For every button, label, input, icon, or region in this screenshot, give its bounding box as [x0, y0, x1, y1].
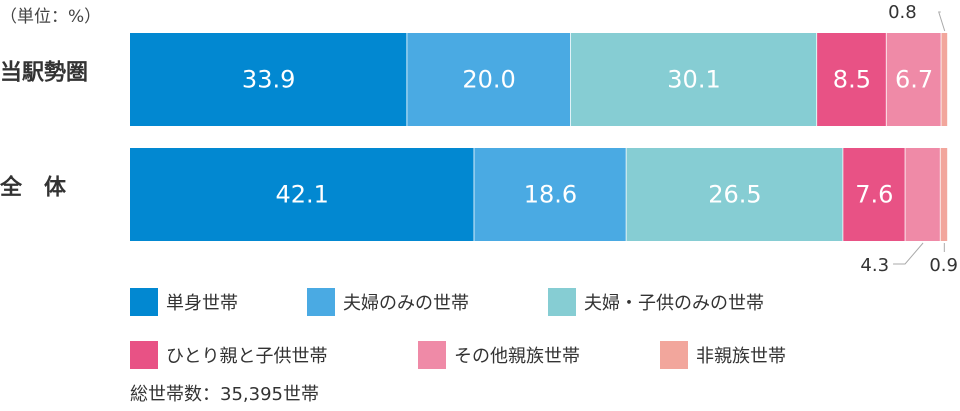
data-label: 42.1 [275, 181, 328, 209]
data-label: 0.8 [888, 2, 917, 23]
bar-segment [817, 33, 886, 126]
data-label: 26.5 [708, 181, 761, 209]
bar-segment [570, 33, 817, 126]
bar-segment [843, 148, 905, 241]
legend-label: 夫婦のみの世帯 [343, 293, 469, 314]
data-label: 18.6 [524, 181, 577, 209]
leader-line [893, 242, 924, 265]
legend-swatch [130, 341, 158, 369]
bar-segment [626, 148, 843, 241]
data-label: 30.1 [667, 66, 720, 94]
legend-label: その他親族世帯 [454, 346, 580, 367]
data-label: 20.0 [462, 66, 515, 94]
leader-line [938, 11, 946, 32]
bar-segment [886, 33, 941, 126]
data-label: 33.9 [242, 66, 295, 94]
unit-label: （単位：%） [0, 7, 101, 27]
data-label: 0.9 [929, 255, 958, 276]
data-label: 7.6 [855, 181, 893, 209]
bar-segment [905, 148, 940, 241]
legend-swatch [130, 288, 158, 316]
total-households-label: 総世帯数：35,395世帯 [130, 384, 319, 405]
bar-segment [941, 33, 948, 126]
bar-segment [474, 148, 626, 241]
legend-label: 夫婦・子供のみの世帯 [584, 293, 764, 314]
data-label: 4.3 [860, 255, 889, 276]
data-label: 6.7 [895, 66, 933, 94]
legend-swatch [418, 341, 446, 369]
legend-label: 非親族世帯 [696, 346, 786, 367]
category-label: 当駅勢圏 [0, 60, 88, 86]
category-label: 全 体 [0, 175, 67, 201]
bar-segment [130, 148, 474, 241]
legend-label: ひとり親と子供世帯 [166, 346, 327, 367]
legend-swatch [660, 341, 688, 369]
data-label: 8.5 [833, 66, 871, 94]
bar-segment [130, 33, 407, 126]
bar-segment [940, 148, 948, 241]
legend-swatch [548, 288, 576, 316]
bar-segment [407, 33, 571, 126]
legend-swatch [307, 288, 335, 316]
legend-label: 単身世帯 [166, 293, 238, 314]
